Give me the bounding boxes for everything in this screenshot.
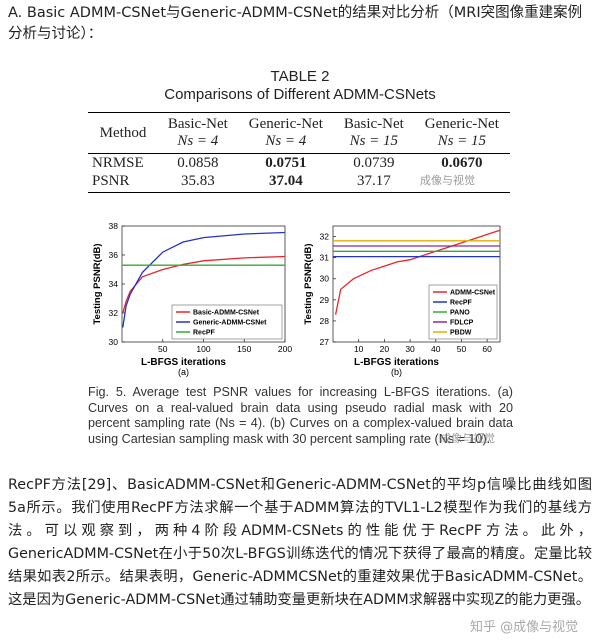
- header-cell: Basic-Net Ns = 15: [333, 112, 414, 154]
- table-title: Comparisons of Different ADMM-CSNets: [164, 86, 436, 103]
- body-text: RecPF方法[29]、BasicADMM-CSNet和Generic-ADMM…: [8, 477, 592, 608]
- header-sub: Ns = 15: [437, 133, 487, 149]
- line-series: [334, 229, 501, 315]
- y-tick-label: 28: [320, 316, 330, 326]
- y-tick-label: 29: [320, 295, 330, 305]
- cell: [413, 172, 510, 193]
- legend-label: PANO: [450, 310, 470, 317]
- y-tick-label: 34: [109, 279, 119, 289]
- y-tick-label: 36: [109, 250, 119, 260]
- header-name: Generic-Net: [248, 116, 323, 132]
- x-tick-label: 40: [431, 344, 441, 354]
- row: PSNR 35.83 37.04 37.17: [88, 172, 510, 193]
- legend-label: FDLCP: [450, 320, 474, 327]
- x-axis-label: L-BFGS iterations: [354, 357, 439, 368]
- line-series: [122, 255, 286, 314]
- legend-label: Generic-ADMM-CSNet: [193, 320, 267, 327]
- y-tick-label: 30: [109, 337, 119, 347]
- panel-label: (a): [178, 367, 189, 377]
- legend-label: PBDW: [450, 330, 472, 337]
- x-tick-label: 50: [457, 344, 467, 354]
- legend-label: Basic-ADMM-CSNet: [193, 310, 260, 317]
- header-sub: Ns = 15: [349, 133, 399, 149]
- x-tick-label: 50: [158, 344, 168, 354]
- x-axis-label: L-BFGS iterations: [141, 357, 226, 368]
- heading: A. Basic ADMM-CSNet与Generic-ADMM-CSNet的结…: [8, 5, 583, 42]
- header-cell: Method: [88, 112, 158, 154]
- y-tick-label: 27: [320, 337, 330, 347]
- watermark: 知乎 @成像与视觉: [470, 620, 579, 635]
- y-axis-label: Testing PSNR(dB): [92, 243, 103, 324]
- header-name: Basic-Net: [167, 116, 228, 132]
- table-label: TABLE 2: [270, 68, 330, 85]
- legend-label: ADMM-CSNet: [450, 290, 496, 297]
- header-row: Method Basic-Net Ns = 4 Generic-Net Ns = 4…: [88, 112, 510, 154]
- x-tick-label: 100: [196, 344, 210, 354]
- x-tick-label: 60: [482, 344, 492, 354]
- x-tick-label: 200: [278, 344, 292, 354]
- header-cell: Generic-Net Ns = 4: [237, 112, 334, 154]
- y-tick-label: 32: [320, 232, 330, 242]
- y-tick-label: 30: [320, 274, 330, 284]
- cell: 37.04: [237, 172, 334, 193]
- header-sub: Ns = 4: [265, 133, 307, 149]
- x-tick-label: 10: [354, 344, 364, 354]
- cell: 37.17: [333, 172, 414, 193]
- cell: 0.0739: [353, 155, 395, 171]
- header-name: Basic-Net: [343, 116, 404, 132]
- row: NRMSE 0.0858 0.0751 0.0739 0.0670: [88, 154, 510, 173]
- y-axis-label: Testing PSNR(dB): [303, 243, 314, 324]
- y-tick-label: 32: [109, 308, 119, 318]
- legend-box: [171, 304, 283, 340]
- watermark: 成像与视觉: [420, 174, 475, 187]
- y-tick-label: 31: [320, 253, 330, 263]
- legend-label: RecPF: [193, 330, 216, 337]
- line-series: [122, 231, 286, 328]
- cell: PSNR: [88, 172, 158, 193]
- x-tick-label: 150: [237, 344, 251, 354]
- header-sub: Ns = 4: [177, 133, 219, 149]
- cell: 0.0858: [177, 155, 219, 171]
- cell: 35.83: [157, 172, 238, 193]
- cell: 0.0751: [265, 155, 307, 171]
- header-cell: Basic-Net Ns = 4: [157, 112, 238, 154]
- x-tick-label: 20: [380, 344, 390, 354]
- table: Method Basic-Net Ns = 4 Generic-Net Ns = 4…: [88, 112, 510, 193]
- x-tick-label: 30: [405, 344, 415, 354]
- cell: NRMSE: [92, 155, 144, 171]
- y-tick-label: 38: [109, 221, 119, 231]
- header-name: Generic-Net: [424, 116, 499, 132]
- panel-label: (b): [391, 367, 402, 377]
- watermark: 成像与视觉: [440, 432, 495, 445]
- legend-label: RecPF: [450, 300, 473, 307]
- figure-caption: Fig. 5. Average test PSNR values for inc…: [88, 385, 513, 446]
- cell: 0.0670: [441, 155, 483, 171]
- plot-frame: [332, 225, 501, 343]
- header-cell: Generic-Net Ns = 15: [413, 112, 510, 154]
